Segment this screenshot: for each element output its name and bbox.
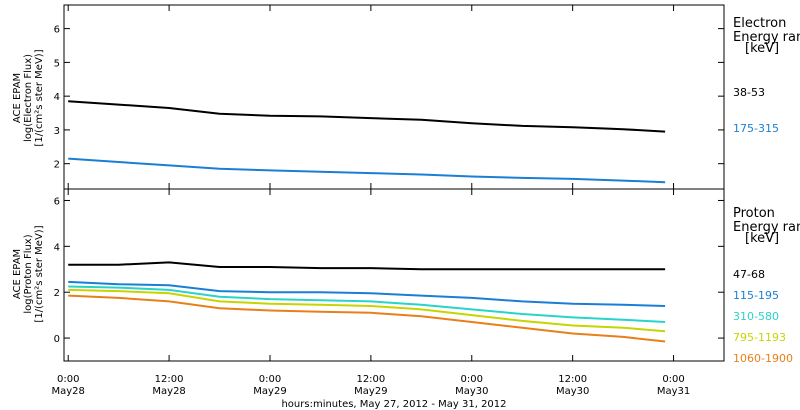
x-tick-label-date: May28: [152, 386, 185, 397]
x-tick-label-date: May28: [52, 386, 85, 397]
proton-legend-entry: 310-580: [733, 310, 779, 323]
electron-ylabel-line-1: ACE EPAM: [12, 73, 23, 123]
x-tick-label-time: 12:00: [558, 374, 587, 385]
electron-ytick-label: 5: [54, 58, 60, 69]
electron-ytick-label: 6: [54, 25, 60, 36]
proton-legend-unit: [keV]: [745, 231, 779, 246]
proton-series-795-1193: [68, 288, 666, 333]
proton-ytick-label: 0: [54, 334, 60, 345]
proton-ytick-label: 2: [54, 288, 60, 299]
proton-legend-title: Proton: [733, 206, 775, 221]
electron-legend-entry: 38-53: [733, 86, 765, 99]
proton-ylabel-line-3: [1/(cm²s ster MeV)]: [34, 225, 45, 322]
electron-legend-title: Electron: [733, 16, 786, 31]
proton-panel-frame: [63, 188, 725, 362]
proton-ylabel-line-1: ACE EPAM: [12, 249, 23, 299]
x-tick-label-date: May29: [253, 386, 286, 397]
electron-panel-frame: [63, 4, 725, 190]
proton-ylabel-line-2: log(Proton Flux): [23, 234, 34, 313]
electron-legend-entry: 175-315: [733, 122, 779, 135]
electron-legend-unit: [keV]: [745, 41, 779, 56]
electron-series-175-315: [68, 157, 666, 184]
x-tick-label-date: May30: [556, 386, 589, 397]
x-tick-label-date: May29: [354, 386, 387, 397]
electron-series-38-53: [68, 100, 666, 133]
x-tick-label-time: 0:00: [461, 374, 483, 385]
proton-series-1060-1900: [68, 294, 666, 343]
electron-ytick-label: 2: [54, 160, 60, 171]
x-tick-label-date: May31: [657, 386, 690, 397]
proton-legend-entry: 1060-1900: [733, 352, 793, 365]
proton-series-115-195: [68, 280, 666, 307]
electron-ytick-label: 4: [54, 92, 60, 103]
proton-legend-entry: 47-68: [733, 268, 765, 281]
x-tick-label-date: May30: [455, 386, 488, 397]
proton-legend-subtitle: Energy range: [733, 220, 800, 235]
proton-legend-entry: 795-1193: [733, 331, 786, 344]
x-axis-title: hours:minutes, May 27, 2012 - May 31, 20…: [281, 399, 506, 410]
proton-legend-entry: 115-195: [733, 289, 779, 302]
electron-legend-subtitle: Energy range: [733, 30, 800, 45]
proton-series-47-68: [68, 261, 666, 271]
electron-ylabel-line-3: [1/(cm²s ster MeV)]: [34, 49, 45, 146]
proton-ytick-label: 4: [54, 242, 60, 253]
proton-series-310-580: [68, 285, 666, 323]
proton-ytick-label: 6: [54, 196, 60, 207]
x-tick-label-time: 12:00: [356, 374, 385, 385]
x-tick-label-time: 0:00: [259, 374, 281, 385]
x-tick-label-time: 12:00: [155, 374, 184, 385]
x-tick-label-time: 0:00: [662, 374, 684, 385]
electron-ytick-label: 3: [54, 126, 60, 137]
electron-ylabel-line-2: log(Electron Flux): [23, 54, 34, 142]
x-tick-label-time: 0:00: [57, 374, 79, 385]
